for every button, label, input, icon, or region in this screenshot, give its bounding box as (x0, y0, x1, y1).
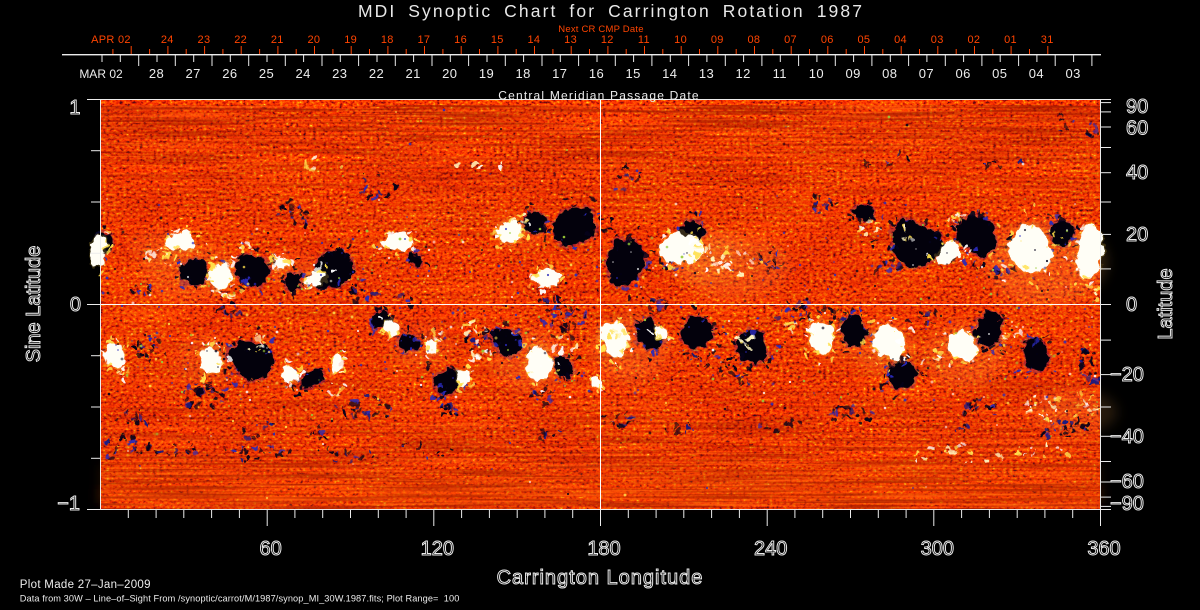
svg-text:16: 16 (589, 66, 604, 81)
svg-text:0: 0 (70, 294, 81, 316)
svg-text:18: 18 (381, 34, 394, 46)
svg-text:09: 09 (845, 66, 860, 81)
svg-text:0: 0 (1126, 294, 1137, 316)
svg-text:06: 06 (955, 66, 970, 81)
svg-text:28: 28 (149, 66, 164, 81)
svg-text:07: 07 (919, 66, 934, 81)
svg-text:19: 19 (344, 34, 357, 46)
svg-text:02: 02 (967, 34, 980, 46)
svg-text:20: 20 (308, 34, 321, 46)
svg-text:300: 300 (921, 538, 954, 560)
svg-text:08: 08 (882, 66, 897, 81)
svg-text:19: 19 (479, 66, 494, 81)
svg-text:24: 24 (296, 66, 311, 81)
svg-text:11: 11 (638, 34, 650, 46)
svg-text:08: 08 (747, 34, 760, 46)
svg-text:Carrington Longitude: Carrington Longitude (497, 567, 704, 589)
svg-text:25: 25 (259, 66, 274, 81)
svg-text:60: 60 (1126, 118, 1148, 140)
svg-text:10: 10 (809, 66, 824, 81)
svg-text:Next CR CMP Date: Next CR CMP Date (558, 24, 643, 35)
svg-text:07: 07 (784, 34, 797, 46)
svg-text:21: 21 (271, 34, 284, 46)
svg-text:09: 09 (711, 34, 724, 46)
svg-text:20: 20 (442, 66, 457, 81)
svg-text:12: 12 (601, 34, 614, 46)
svg-text:18: 18 (515, 66, 530, 81)
svg-text:40: 40 (1126, 162, 1148, 184)
svg-text:23: 23 (332, 66, 347, 81)
svg-text:15: 15 (491, 34, 504, 46)
svg-text:APR 02: APR 02 (91, 34, 131, 46)
svg-text:−1: −1 (57, 493, 80, 515)
svg-text:240: 240 (754, 538, 787, 560)
svg-text:MDI Synoptic Chart for Carring: MDI Synoptic Chart for Carrington Rotati… (358, 1, 864, 21)
svg-text:27: 27 (186, 66, 201, 81)
svg-text:05: 05 (992, 66, 1007, 81)
svg-text:04: 04 (894, 34, 907, 46)
svg-text:180: 180 (587, 538, 620, 560)
svg-text:13: 13 (699, 66, 714, 81)
svg-text:22: 22 (369, 66, 384, 81)
svg-text:15: 15 (625, 66, 640, 81)
svg-text:22: 22 (234, 34, 247, 46)
svg-text:11: 11 (773, 66, 787, 81)
svg-text:−90: −90 (1110, 493, 1144, 515)
svg-text:10: 10 (674, 34, 687, 46)
svg-text:17: 17 (552, 66, 567, 81)
svg-text:1: 1 (69, 97, 80, 119)
svg-text:21: 21 (406, 66, 421, 81)
svg-text:14: 14 (528, 34, 541, 46)
svg-text:−20: −20 (1110, 364, 1144, 386)
svg-text:Plot Made 27–Jan–2009: Plot Made 27–Jan–2009 (20, 579, 151, 591)
svg-text:−40: −40 (1110, 426, 1144, 448)
svg-text:03: 03 (931, 34, 944, 46)
svg-text:Latitude: Latitude (1155, 268, 1177, 339)
svg-text:16: 16 (454, 34, 467, 46)
svg-text:23: 23 (198, 34, 211, 46)
svg-text:04: 04 (1029, 66, 1044, 81)
svg-text:360: 360 (1087, 538, 1120, 560)
svg-text:Central Meridian Passage Date: Central Meridian Passage Date (498, 89, 700, 103)
svg-text:17: 17 (418, 34, 431, 46)
svg-text:05: 05 (857, 34, 870, 46)
svg-text:MAR 02: MAR 02 (79, 67, 123, 81)
svg-text:60: 60 (260, 538, 282, 560)
svg-text:14: 14 (662, 66, 677, 81)
svg-text:06: 06 (821, 34, 834, 46)
svg-text:26: 26 (222, 66, 237, 81)
svg-text:03: 03 (1065, 66, 1080, 81)
svg-text:13: 13 (564, 34, 577, 46)
svg-text:120: 120 (421, 538, 454, 560)
svg-text:24: 24 (161, 34, 174, 46)
svg-text:12: 12 (735, 66, 750, 81)
svg-text:90: 90 (1126, 96, 1148, 118)
svg-text:31: 31 (1041, 34, 1054, 46)
svg-text:Data from 30W – Line–of–Sight: Data from 30W – Line–of–Sight From /syno… (20, 594, 460, 604)
svg-text:Sine Latitude: Sine Latitude (23, 246, 45, 363)
svg-text:01: 01 (1004, 34, 1017, 46)
svg-text:20: 20 (1126, 224, 1148, 246)
svg-text:−60: −60 (1110, 471, 1144, 493)
